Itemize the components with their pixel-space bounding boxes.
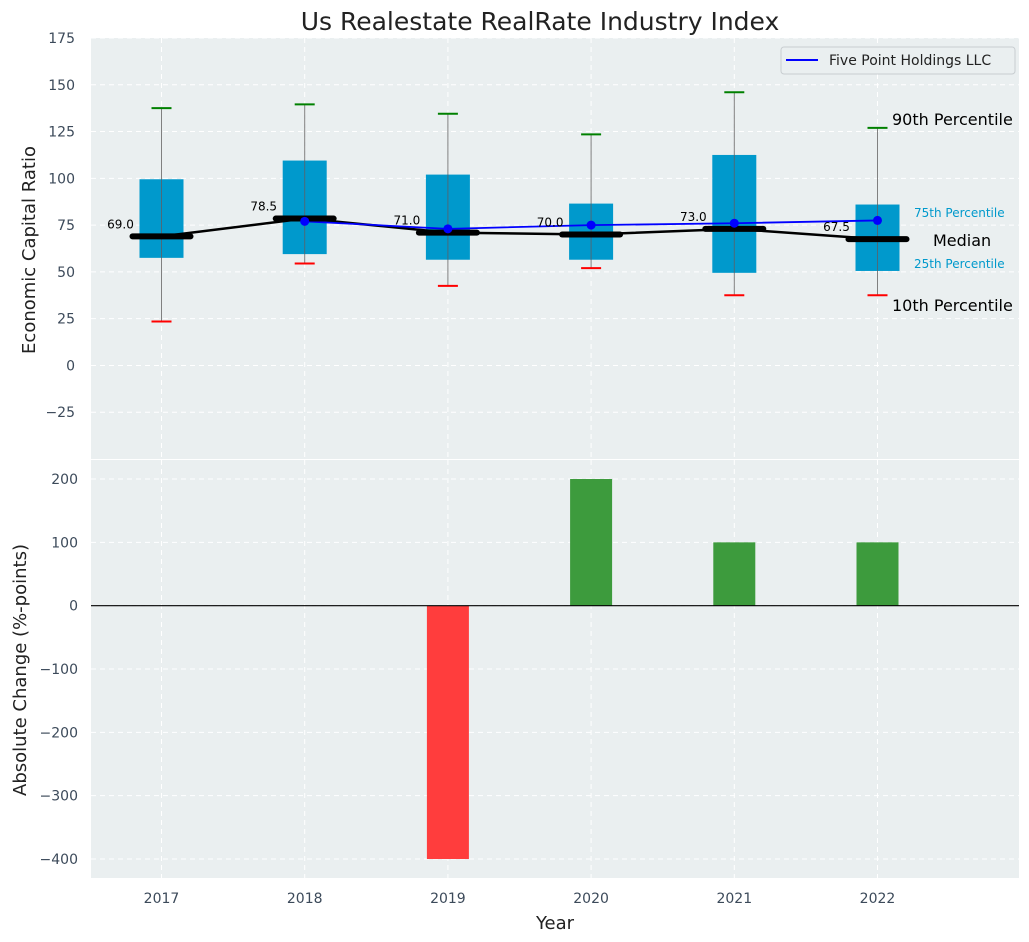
top-y-tick-label: 175 — [48, 31, 75, 47]
x-tick-label: 2017 — [144, 891, 180, 907]
company-series-point — [443, 224, 453, 234]
bottom-y-tick-label: −300 — [40, 789, 78, 805]
annotation-p90: 90th Percentile — [892, 110, 1013, 129]
top-y-tick-label: 100 — [48, 171, 75, 187]
bottom-y-tick-label: 200 — [51, 472, 78, 488]
company-series-point — [586, 220, 596, 230]
company-series-point — [300, 216, 310, 226]
annotation-p10: 10th Percentile — [892, 296, 1013, 315]
chart-title: Us Realestate RealRate Industry Index — [301, 7, 780, 36]
x-tick-label: 2020 — [573, 891, 609, 907]
median-value-label: 73.0 — [680, 210, 707, 224]
annotation-p75: 75th Percentile — [914, 206, 1005, 220]
bottom-y-axis-label: Absolute Change (%-points) — [10, 544, 31, 796]
top-y-axis-label: Economic Capital Ratio — [19, 146, 40, 354]
bottom-y-tick-label: −200 — [40, 725, 78, 741]
annotation-p25: 25th Percentile — [914, 257, 1005, 271]
top-y-tick-label: 50 — [57, 265, 75, 281]
median-value-label: 71.0 — [394, 214, 421, 228]
x-tick-label: 2018 — [287, 891, 323, 907]
legend-series-label: Five Point Holdings LLC — [829, 53, 991, 69]
median-value-label: 78.5 — [250, 200, 277, 214]
top-y-tick-label: 0 — [66, 358, 75, 374]
top-y-tick-label: 25 — [57, 312, 75, 328]
change-bar — [713, 542, 756, 606]
x-tick-label: 2021 — [716, 891, 752, 907]
company-series-point — [873, 215, 882, 225]
top-y-tick-label: −25 — [45, 405, 75, 421]
legend: Five Point Holdings LLC — [780, 46, 1016, 75]
x-tick-label: 2019 — [430, 891, 466, 907]
bottom-y-tick-label: 100 — [51, 535, 78, 551]
median-value-label: 67.5 — [823, 220, 850, 234]
top-y-tick-label: 125 — [48, 125, 75, 141]
bar-group — [91, 479, 1019, 859]
change-bar — [570, 479, 613, 606]
bottom-y-tick-label: −400 — [40, 852, 78, 868]
bottom-y-tick-label: 0 — [69, 599, 78, 615]
top-y-tick-label: 150 — [48, 78, 75, 94]
box-plot-group: 69.0 78.5 71.0 70.0 73.0 67.5 — [107, 91, 910, 323]
bottom-y-tick-label: −100 — [40, 662, 78, 678]
x-tick-label: 2022 — [860, 891, 896, 907]
legend-box — [780, 46, 1016, 75]
change-bar — [856, 542, 899, 606]
change-bar — [426, 605, 469, 859]
x-axis-label: Year — [535, 913, 575, 934]
axis-ticks: −25 0 25 50 75 100 125 150 175 −400 −300 −200 −100 0 1… — [40, 31, 896, 907]
company-series-point — [729, 218, 739, 228]
annotation-median: Median — [933, 231, 991, 250]
median-value-label: 69.0 — [107, 217, 134, 231]
bottom-panel-grid — [91, 460, 1019, 878]
top-y-tick-label: 75 — [57, 218, 75, 234]
median-value-label: 70.0 — [537, 215, 564, 229]
